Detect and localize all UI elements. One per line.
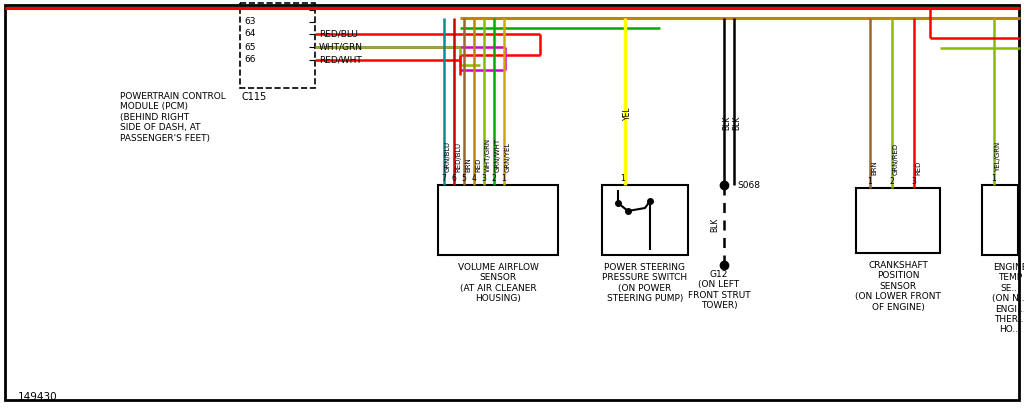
Text: 63: 63 — [244, 17, 256, 27]
Text: POWERTRAIN CONTROL
MODULE (PCM)
(BEHIND RIGHT
SIDE OF DASH, AT
PASSENGER'S FEET): POWERTRAIN CONTROL MODULE (PCM) (BEHIND … — [120, 92, 225, 143]
Text: RED/WHT: RED/WHT — [319, 56, 361, 64]
Text: GRN/YEL: GRN/YEL — [505, 142, 511, 172]
Text: RED: RED — [915, 161, 921, 175]
Text: WHT/GRN: WHT/GRN — [319, 42, 362, 51]
Text: RED/BLU: RED/BLU — [455, 142, 461, 172]
Bar — [438, 185, 558, 255]
Text: 6: 6 — [452, 174, 457, 183]
Text: RED: RED — [475, 158, 481, 172]
Text: GRN/BLU: GRN/BLU — [445, 141, 451, 172]
Text: 7: 7 — [441, 174, 446, 183]
Text: 1: 1 — [502, 174, 507, 183]
Text: 5: 5 — [462, 174, 467, 183]
Text: GRN/WHT: GRN/WHT — [495, 138, 501, 172]
Text: WHT/GRN: WHT/GRN — [485, 138, 490, 172]
Text: ENGINE
TEMP
SE...
(ON N...
ENGI...
THER...
HO...: ENGINE TEMP SE... (ON N... ENGI... THER.… — [992, 263, 1024, 334]
Text: 64: 64 — [244, 29, 255, 39]
Text: GRN/RED: GRN/RED — [893, 143, 899, 175]
Text: S068: S068 — [737, 181, 760, 190]
Text: 2: 2 — [890, 177, 894, 186]
Text: VOLUME AIRFLOW
SENSOR
(AT AIR CLEANER
HOUSING): VOLUME AIRFLOW SENSOR (AT AIR CLEANER HO… — [458, 263, 539, 303]
Text: G12
(ON LEFT
FRONT STRUT
TOWER): G12 (ON LEFT FRONT STRUT TOWER) — [688, 270, 751, 310]
Text: 4: 4 — [472, 174, 476, 183]
Text: 66: 66 — [244, 56, 256, 64]
Text: 3: 3 — [911, 177, 916, 186]
Text: BLK: BLK — [732, 116, 741, 130]
Text: BLK: BLK — [722, 116, 731, 130]
Text: 3: 3 — [481, 174, 486, 183]
Text: BLK: BLK — [710, 218, 719, 232]
Bar — [240, 3, 315, 88]
Text: YEL/GRN: YEL/GRN — [995, 142, 1001, 172]
Text: 149430: 149430 — [18, 392, 57, 402]
Text: POWER STEERING
PRESSURE SWITCH
(ON POWER
STEERING PUMP): POWER STEERING PRESSURE SWITCH (ON POWER… — [602, 263, 687, 303]
Text: 65: 65 — [244, 42, 256, 51]
Text: 1: 1 — [621, 174, 626, 183]
Bar — [856, 188, 940, 253]
Text: YEL: YEL — [623, 106, 632, 120]
Bar — [982, 185, 1018, 255]
Text: RED/BLU: RED/BLU — [319, 29, 357, 39]
Text: BRN: BRN — [871, 160, 877, 175]
Text: 1: 1 — [991, 174, 996, 183]
Text: 1: 1 — [867, 177, 872, 186]
Text: C115: C115 — [242, 92, 267, 102]
Text: CRANKSHAFT
POSITION
SENSOR
(ON LOWER FRONT
OF ENGINE): CRANKSHAFT POSITION SENSOR (ON LOWER FRO… — [855, 261, 941, 312]
Bar — [602, 185, 688, 255]
Text: 2: 2 — [492, 174, 497, 183]
Text: BRN: BRN — [465, 157, 471, 172]
